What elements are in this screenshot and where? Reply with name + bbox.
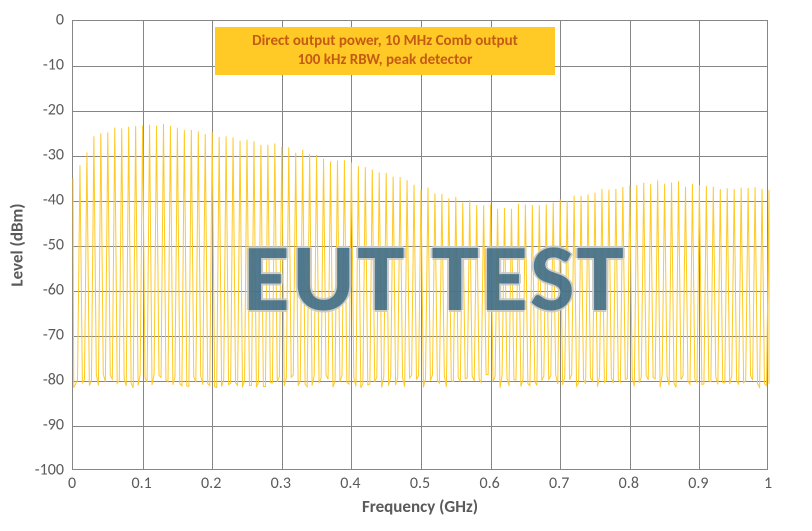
y-tick-label: -30 xyxy=(0,146,64,165)
x-tick-label: 0.7 xyxy=(549,474,569,493)
chart-title-line1: Direct output power, 10 MHz Comb output xyxy=(226,32,544,51)
y-tick-label: 0 xyxy=(0,11,64,30)
y-tick-label: -90 xyxy=(0,416,64,435)
x-tick-label: 0.9 xyxy=(688,474,708,493)
x-tick-label: 0 xyxy=(68,474,76,493)
y-tick-label: -10 xyxy=(0,56,64,75)
x-tick-label: 1 xyxy=(764,474,772,493)
chart-title-box: Direct output power, 10 MHz Comb output … xyxy=(215,27,555,75)
y-tick-label: -80 xyxy=(0,371,64,390)
chart-title-line2: 100 kHz RBW, peak detector xyxy=(226,51,544,70)
x-axis-label: Frequency (GHz) xyxy=(362,496,478,517)
y-axis-label: Level (dBm) xyxy=(7,203,28,286)
data-series xyxy=(73,21,769,471)
x-tick-label: 0.2 xyxy=(201,474,221,493)
plot-area: EUT TEST Direct output power, 10 MHz Com… xyxy=(72,20,768,470)
spectrum-trace xyxy=(73,124,769,388)
x-tick-label: 0.5 xyxy=(410,474,430,493)
x-tick-label: 0.4 xyxy=(340,474,360,493)
x-tick-label: 0.3 xyxy=(271,474,291,493)
y-tick-label: -100 xyxy=(0,461,64,480)
x-tick-label: 0.1 xyxy=(131,474,151,493)
y-tick-label: -70 xyxy=(0,326,64,345)
x-tick-label: 0.8 xyxy=(619,474,639,493)
spectrum-chart: EUT TEST Direct output power, 10 MHz Com… xyxy=(0,0,812,531)
x-tick-label: 0.6 xyxy=(479,474,499,493)
y-tick-label: -20 xyxy=(0,101,64,120)
